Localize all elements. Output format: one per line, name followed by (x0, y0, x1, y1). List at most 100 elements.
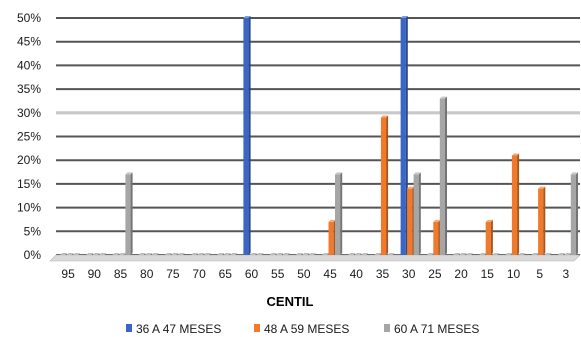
x-tick-label: 25 (428, 267, 442, 281)
bar (354, 253, 362, 255)
bar-zero (426, 253, 434, 255)
bar-zero (276, 253, 284, 255)
bar-top (380, 115, 389, 118)
x-tick-label: 50 (297, 267, 311, 281)
legend-swatch (254, 324, 260, 332)
bar (453, 253, 461, 255)
bar (485, 219, 493, 255)
bar-front (125, 174, 131, 255)
bar-top (511, 153, 520, 156)
bar (217, 253, 225, 255)
bar-zero (479, 253, 487, 255)
x-axis-ticks: 95 90 85 80 75 70 65 60 55 50 45 40 35 30 25 20 15 10 5 3 (61, 267, 569, 281)
x-tick-label: 55 (271, 267, 285, 281)
bar (92, 253, 100, 255)
bar (204, 253, 212, 255)
legend: 36 A 47 MESES 48 A 59 MESES 60 A 71 MESES (126, 322, 479, 336)
bar (348, 253, 356, 255)
bar-zero (387, 253, 395, 255)
bar (322, 253, 330, 255)
legend-label: 60 A 71 MESES (394, 322, 479, 336)
bar (439, 96, 447, 255)
bar-top (407, 186, 415, 189)
grid-lines (56, 17, 580, 256)
bar (479, 253, 487, 255)
bar-front (243, 18, 249, 255)
bar (557, 253, 565, 255)
x-tick-label: 45 (323, 267, 337, 281)
bar (466, 253, 474, 255)
bar-side (418, 172, 421, 255)
bar-zero (544, 253, 552, 255)
bar-front (400, 18, 406, 255)
bar (531, 253, 539, 255)
x-tick-label: 95 (61, 267, 75, 281)
bar (125, 172, 133, 255)
bar (426, 253, 434, 255)
bar-front (380, 117, 387, 255)
bar (276, 253, 284, 255)
bar (230, 253, 238, 255)
bar (492, 253, 500, 255)
y-tick-label: 20% (17, 153, 41, 167)
chart-floor (49, 254, 581, 262)
bar-zero (164, 253, 172, 255)
bar-zero (459, 253, 467, 255)
bar-top (335, 172, 343, 175)
bar-top (538, 186, 546, 189)
bar-zero (171, 253, 179, 255)
bar (60, 253, 68, 255)
x-tick-label: 5 (536, 267, 543, 281)
bar-zero (177, 253, 185, 255)
bar-zero (322, 253, 330, 255)
bar (73, 253, 81, 255)
bar-zero (60, 253, 68, 255)
bar-front (485, 221, 491, 255)
bar-zero (197, 253, 205, 255)
bar-side (445, 96, 447, 255)
x-tick-label: 75 (166, 267, 180, 281)
bar-front (433, 221, 439, 255)
bar-zero (466, 253, 474, 255)
y-tick-label: 15% (17, 177, 41, 191)
bar-top (570, 172, 578, 175)
bar-zero (92, 253, 100, 255)
y-tick-label: 30% (17, 106, 41, 120)
bar-side (576, 172, 578, 255)
bar (249, 253, 258, 255)
bar (295, 253, 303, 255)
bar-zero (145, 253, 153, 255)
bar-front (570, 174, 576, 255)
bar (112, 253, 120, 255)
bar-side (517, 153, 520, 255)
y-tick-label: 45% (17, 35, 41, 49)
bar (197, 253, 205, 255)
bar (361, 253, 369, 255)
bar (177, 253, 185, 255)
x-tick-label: 35 (376, 267, 390, 281)
bar-zero (564, 253, 572, 255)
bar-side (490, 219, 493, 255)
bar (99, 253, 107, 255)
bar (387, 253, 395, 255)
bar (86, 253, 94, 255)
bars (60, 16, 578, 255)
y-tick-label: 25% (17, 130, 41, 144)
bar-zero (73, 253, 81, 255)
bar (191, 253, 199, 255)
bar-top (125, 172, 133, 175)
bar-zero (348, 253, 356, 255)
y-tick-label: 10% (17, 201, 41, 215)
floor (49, 254, 581, 262)
bar (407, 186, 415, 255)
bar (145, 253, 153, 255)
bar (243, 16, 251, 255)
bar-zero (308, 253, 316, 255)
x-axis-title: CENTIL (267, 294, 314, 309)
legend-swatch (384, 324, 390, 332)
bar-zero (256, 253, 264, 255)
bar-zero (112, 253, 120, 255)
x-tick-label: 10 (507, 267, 521, 281)
bar-zero (302, 253, 310, 255)
bar (459, 253, 467, 255)
